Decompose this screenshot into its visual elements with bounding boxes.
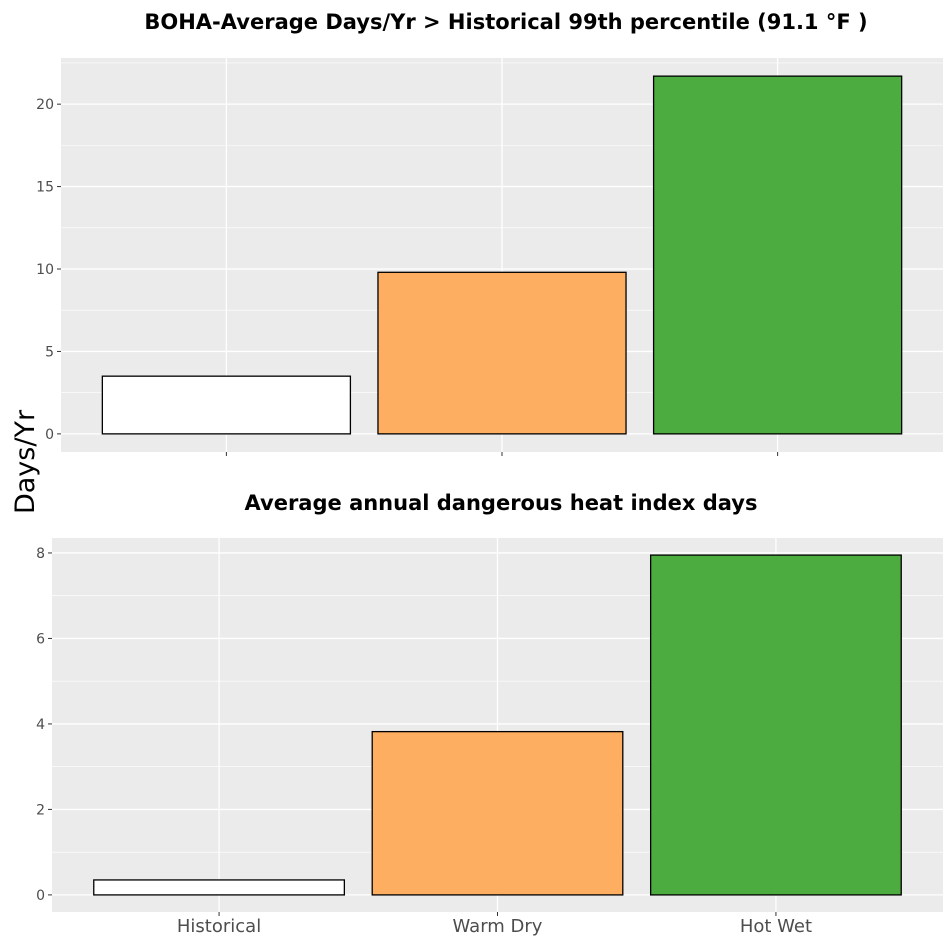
y-tick-label: 20 [36,97,54,113]
chart-title-bottom: Average annual dangerous heat index days [245,491,758,515]
x-tick-label: Hot Wet [740,916,812,937]
y-tick-label: 5 [45,344,54,360]
x-tick-label: Historical [177,916,261,937]
bar-warm-dry [377,271,627,435]
y-tick-label: 0 [45,427,54,443]
bar-warm-dry [371,730,624,896]
y-tick-label: 2 [36,802,45,818]
y-tick-label: 0 [36,888,45,904]
y-tick-label: 10 [36,262,54,278]
bar-hot-wet [649,554,902,896]
x-tick-label: Warm Dry [453,916,543,937]
y-tick-label: 8 [36,546,45,562]
y-axis-label: Days/Yr [10,409,41,514]
bar-historical [101,375,352,435]
y-tick-label: 6 [36,631,45,647]
chart-panel-bottom: Average annual dangerous heat index days… [36,491,943,937]
bar-historical [93,879,346,896]
y-tick-label: 4 [36,717,45,733]
y-tick-label: 15 [36,180,54,196]
bar-hot-wet [652,75,903,435]
chart-title-top: BOHA-Average Days/Yr > Historical 99th p… [144,10,867,34]
chart-panel-top: BOHA-Average Days/Yr > Historical 99th p… [36,10,943,456]
